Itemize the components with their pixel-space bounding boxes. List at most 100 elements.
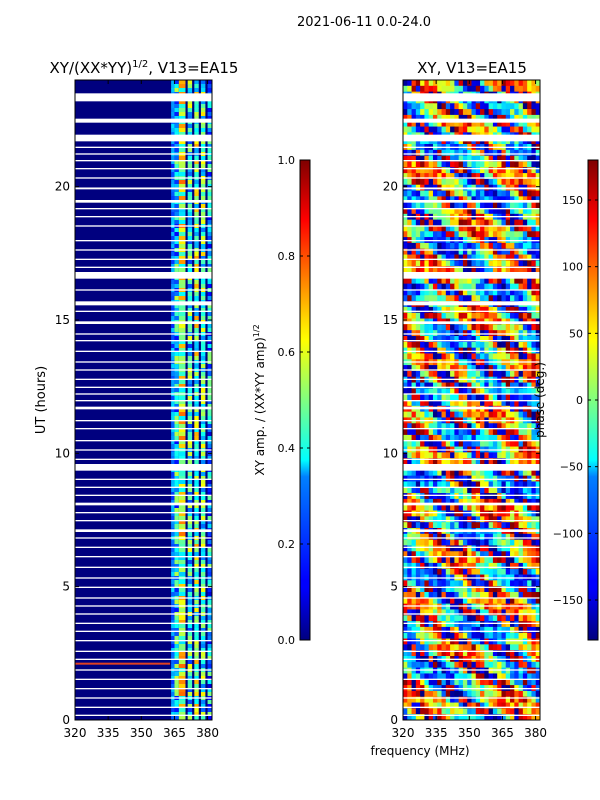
phase-cell: [403, 336, 408, 343]
amplitude-cell: [178, 616, 186, 621]
phase-cell: [514, 120, 519, 127]
phase-cell: [535, 592, 540, 599]
phase-cell: [420, 411, 425, 418]
phase-cell: [492, 149, 498, 157]
amplitude-cell: [178, 328, 186, 333]
amplitude-cell: [207, 640, 212, 645]
amplitude-cell: [207, 232, 212, 237]
phase-cell: [535, 498, 540, 506]
amplitude-cell: [178, 256, 186, 261]
phase-cell: [458, 161, 464, 168]
phase-cell: [428, 568, 434, 575]
amplitude-cell: [174, 712, 179, 717]
phase-cell: [527, 434, 532, 442]
phase-cell: [420, 621, 425, 628]
phase-cell: [492, 126, 498, 133]
phase-cell: [484, 621, 490, 628]
phase-cell: [488, 493, 494, 500]
phase-cell: [471, 609, 477, 616]
phase-cell: [480, 120, 485, 127]
phase-cell: [518, 487, 524, 494]
phase-cell: [415, 667, 421, 674]
amplitude-cell: [171, 424, 175, 429]
phase-cell: [467, 173, 472, 180]
phase-cell: [535, 469, 540, 477]
phase-cell: [518, 370, 524, 378]
amplitude-cell: [207, 692, 212, 697]
phase-cell: [505, 202, 511, 209]
phase-cell: [458, 167, 464, 174]
phase-cell: [467, 586, 472, 593]
phase-cell: [462, 266, 468, 273]
phase-cell: [437, 289, 442, 296]
amplitude-cell: [207, 428, 212, 433]
amplitude-cell: [178, 352, 186, 357]
phase-cell: [458, 510, 464, 517]
phase-cell: [415, 650, 421, 657]
phase-cell: [522, 469, 528, 477]
amplitude-cell: [171, 488, 175, 493]
phase-cell: [462, 173, 468, 180]
amplitude-cell: [178, 140, 186, 145]
amplitude-cell: [207, 648, 212, 653]
phase-cell: [475, 452, 481, 459]
amplitude-cell: [174, 260, 179, 265]
amplitude-cell: [174, 304, 179, 309]
amplitude-cell: [200, 420, 206, 425]
phase-cell: [467, 126, 472, 133]
phase-cell: [450, 382, 455, 389]
phase-cell: [505, 167, 511, 174]
phase-cell: [458, 458, 464, 465]
phase-cell: [471, 434, 477, 442]
phase-cell: [514, 557, 519, 564]
amplitude-cell: [200, 460, 206, 465]
phase-cell: [437, 615, 442, 622]
phase-cell: [488, 714, 494, 720]
amplitude-cell: [187, 424, 193, 429]
amplitude-cell: [171, 216, 175, 221]
amplitude-cell: [171, 268, 175, 273]
phase-cell: [428, 283, 434, 290]
phase-cell: [432, 650, 438, 657]
phase-cell: [441, 539, 447, 546]
phase-cell: [450, 533, 455, 541]
phase-cell: [492, 429, 498, 436]
phase-cell: [518, 708, 524, 715]
amplitude-cell: [194, 212, 199, 217]
amplitude-cell: [194, 444, 199, 449]
phase-cell: [462, 650, 468, 657]
amplitude-cell: [200, 156, 206, 161]
phase-cell: [441, 242, 447, 250]
phase-cell: [403, 498, 408, 506]
amplitude-cell: [200, 244, 206, 249]
phase-cell: [458, 708, 464, 715]
phase-cell: [437, 690, 442, 698]
phase-cell: [458, 149, 464, 157]
phase-cell: [403, 568, 408, 575]
phase-cell: [458, 440, 464, 447]
phase-cell: [424, 190, 430, 197]
amplitude-cell: [200, 692, 206, 697]
amplitude-cell: [178, 648, 186, 653]
data-gap: [403, 225, 540, 227]
data-gap: [403, 622, 540, 624]
phase-cell: [432, 178, 438, 186]
phase-cell: [488, 295, 494, 302]
data-gap: [403, 177, 540, 179]
amplitude-cell: [200, 636, 206, 641]
phase-cell: [441, 481, 447, 488]
phase-cell: [420, 336, 425, 343]
phase-cell: [415, 155, 421, 162]
phase-cell: [454, 516, 460, 523]
phase-cell: [407, 429, 412, 436]
amplitude-cell: [194, 716, 199, 720]
phase-cell: [420, 469, 425, 477]
phase-cell: [424, 208, 430, 215]
amplitude-cell: [187, 336, 193, 341]
amplitude-cell: [200, 624, 206, 629]
phase-cell: [531, 365, 537, 372]
data-gap: [403, 216, 540, 218]
amplitude-cell: [194, 412, 199, 417]
amplitude-cell: [200, 472, 206, 477]
amplitude-cell: [174, 188, 179, 193]
